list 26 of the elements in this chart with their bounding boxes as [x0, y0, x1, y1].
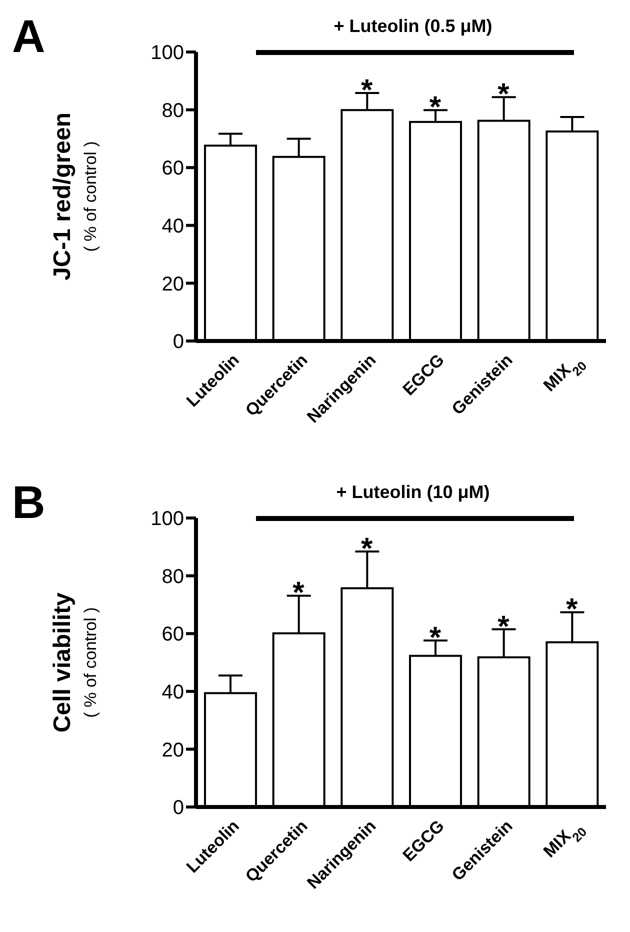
y-tick-label: 0: [172, 331, 184, 354]
y-tick-label: 20: [162, 273, 184, 296]
annotation: *: [429, 91, 442, 124]
text: + Luteolin (10 μM): [336, 482, 490, 502]
y-tick-label: 20: [162, 739, 184, 762]
y-tick-label: 60: [162, 158, 184, 180]
annotation: *: [360, 532, 373, 566]
text: A: [12, 10, 46, 62]
y-tick-label: 40: [162, 216, 184, 238]
y-tick-label: 40: [162, 682, 184, 704]
annotation: *: [429, 622, 442, 655]
y-tick-label: 60: [162, 624, 184, 646]
text: + Luteolin (0.5 μM): [334, 16, 492, 36]
annotation: *: [498, 610, 510, 644]
annotation: *: [292, 576, 305, 610]
annotation: *: [360, 74, 373, 108]
y-tick-label: 80: [162, 566, 184, 588]
y-tick-label: 0: [172, 797, 184, 820]
text: B: [12, 476, 46, 528]
y-axis-title: JC-1 red/green ( % of control ): [49, 112, 100, 281]
annotation: *: [566, 593, 578, 626]
y-axis-title: Cell viability ( % of control ): [49, 592, 100, 733]
y-tick-label: 100: [150, 508, 184, 530]
y-tick-label: 80: [162, 100, 184, 122]
y-tick-label: 100: [150, 42, 184, 64]
annotation: *: [498, 78, 510, 112]
